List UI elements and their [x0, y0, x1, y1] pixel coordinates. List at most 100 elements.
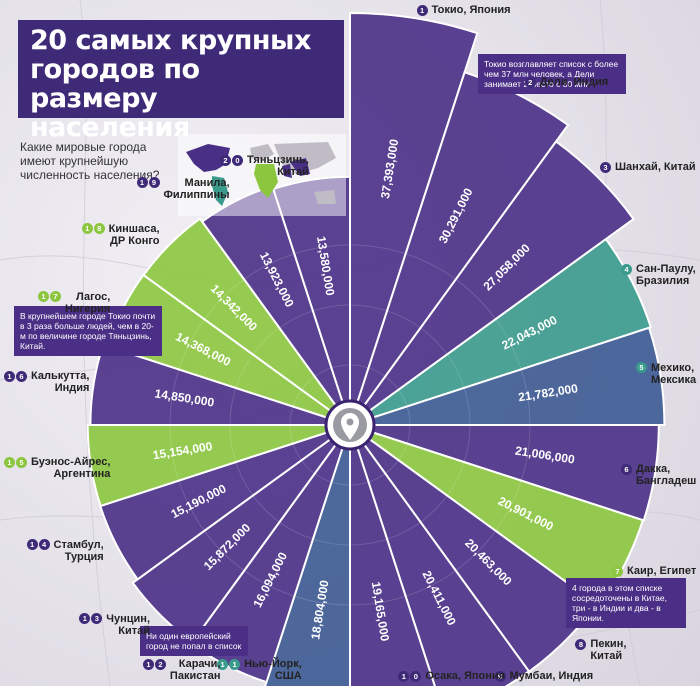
grid-ring — [169, 244, 531, 606]
city-name: Нигерия — [64, 302, 111, 315]
city-name: Пакистан — [169, 670, 221, 682]
bar-wedge — [349, 71, 570, 426]
city-name: Пекин, — [590, 638, 627, 651]
city-name: Киншаса, — [108, 222, 160, 235]
rank-badge: 1 — [79, 613, 91, 625]
rank-badge: 7 — [612, 565, 623, 577]
rank-badge: 1 — [217, 658, 229, 670]
city-name: Шанхай, Китай — [615, 161, 696, 174]
city-name: Сан-Паулу, — [636, 263, 696, 276]
bar-wedge — [86, 424, 351, 508]
city-name: Аргентина — [53, 468, 111, 481]
city-label: 2 0 Тяньцзинь, Китай — [219, 153, 309, 178]
city-label: 1 4 Стамбул, Турция — [26, 538, 104, 563]
rank-badge: 1 — [81, 223, 93, 235]
rank-badge: 1 — [398, 670, 410, 682]
rank-badge: 1 — [136, 177, 148, 189]
city-name: Манила, — [184, 176, 230, 189]
city-label: 1 2 Карачи, Пакистан — [142, 658, 221, 682]
city-name: Филиппины — [163, 188, 230, 201]
rank-badge: 1 — [4, 370, 15, 382]
city-label: 1 0 Осака, Япония — [398, 670, 505, 682]
rank-badge: 3 — [91, 613, 103, 625]
question-text: Какие мировые города имеют крупнейшую чи… — [20, 140, 160, 182]
rank-badge: 9 — [494, 670, 506, 682]
chart-rings — [169, 244, 531, 606]
city-name: Токио, Япония — [431, 4, 511, 16]
rank-badge: 6 — [16, 370, 27, 382]
city-name: Карачи, — [178, 658, 221, 670]
rank-badge: 1 — [37, 291, 49, 303]
city-label: 1 9 Манила, Филиппины — [136, 176, 230, 201]
city-name: Китай — [118, 624, 151, 637]
city-label: 1 5 Буэнос-Айрес, Аргентина — [4, 456, 110, 480]
note-europe: Ни один европейский город не попал в спи… — [140, 626, 248, 656]
city-name: Китай — [590, 650, 623, 663]
rank-badge: 8 — [93, 223, 105, 235]
city-label: 1 1 Нью-Йорк, США — [217, 658, 302, 682]
rank-badge: 1 — [142, 658, 154, 670]
rank-badge: 1 — [26, 539, 38, 551]
rank-badge: 8 — [575, 639, 587, 650]
city-name: Индия — [54, 382, 90, 395]
bar-wedge — [142, 217, 351, 426]
grid-ring — [229, 304, 471, 546]
rank-badge: 1 — [4, 456, 15, 468]
city-name: Тяньцзинь, — [246, 153, 309, 166]
note-tokyo-delhi: Токио возглавляет список с более чем 37 … — [478, 54, 626, 94]
note-countries: 4 города в этом списке сосредоточены в К… — [566, 578, 686, 628]
city-label: 8 Пекин, Китай — [575, 638, 626, 662]
chart-wedges — [86, 11, 666, 686]
city-name: Лагос, — [75, 290, 111, 303]
city-label: 7 Каир, Египет — [612, 565, 696, 577]
rank-badge: 2 — [524, 76, 536, 88]
city-label: 1 6 Калькутта, Индия — [4, 370, 89, 394]
city-name: Мумбаи, Индия — [509, 670, 594, 682]
bar-wedge — [349, 11, 479, 426]
rank-badge: 4 — [621, 263, 632, 275]
rank-badge: 2 — [219, 154, 231, 166]
city-name: Дакка, — [636, 463, 671, 476]
city-name: Буэнос-Айрес, — [31, 456, 111, 469]
city-name: Чунцин, — [106, 612, 151, 625]
world-map-icon — [178, 134, 346, 216]
city-label: 1 Токио, Япония — [416, 4, 511, 16]
city-name: США — [274, 670, 302, 682]
city-name: Каир, Египет — [627, 565, 697, 578]
page-title: 20 самых крупных городов по размеру насе… — [18, 20, 344, 142]
city-name: ДР Конго — [110, 234, 160, 247]
center-pin-icon — [324, 399, 376, 451]
city-name: Турция — [64, 550, 104, 563]
rank-badge: 0 — [231, 154, 243, 166]
city-label: 1 7 Лагос, Нигерия — [37, 290, 111, 315]
bar-wedge — [349, 424, 531, 686]
city-label: 2 Дели, Индия — [524, 76, 609, 89]
rank-badge: 4 — [38, 539, 50, 551]
rank-badge: 2 — [154, 658, 166, 670]
rank-badge: 6 — [621, 464, 632, 476]
rank-badge: 5 — [636, 362, 647, 374]
rank-badge: 1 — [229, 658, 241, 670]
bar-wedge — [349, 237, 653, 426]
rank-badge: 9 — [148, 177, 160, 189]
city-name: Мехико, — [651, 361, 695, 374]
bar-wedge — [349, 326, 666, 426]
grid-ring — [289, 364, 411, 486]
city-name: Китай — [277, 165, 309, 178]
bar-wedge — [349, 424, 436, 686]
note-tokyo-vs-tianjin: В крупнейшем городе Токио почти в 3 раза… — [14, 306, 162, 356]
city-label: 4 Сан-Паулу, Бразилия — [621, 263, 696, 287]
rank-badge: 0 — [410, 670, 422, 682]
city-label: 1 8 Киншаса, ДР Конго — [81, 222, 160, 247]
city-label: 5 Мехико, Мексика — [636, 362, 696, 386]
rank-badge: 5 — [16, 456, 27, 468]
city-name: Стамбул, — [53, 538, 104, 551]
bar-wedge — [349, 140, 635, 426]
city-name: Бразилия — [636, 275, 690, 288]
city-name: Дели, Индия — [539, 76, 609, 89]
bar-wedge — [264, 424, 351, 686]
rank-badge: 3 — [600, 161, 611, 173]
city-label: 9 Мумбаи, Индия — [494, 670, 594, 682]
